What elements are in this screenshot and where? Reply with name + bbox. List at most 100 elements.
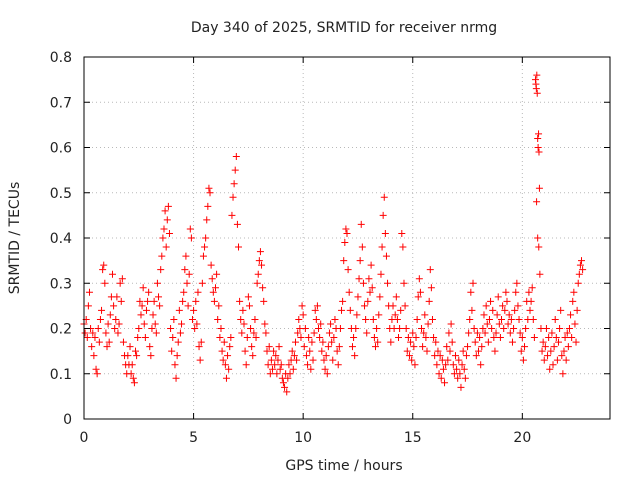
data-point xyxy=(182,252,190,260)
data-point xyxy=(179,297,187,305)
data-point xyxy=(135,325,143,332)
data-point xyxy=(505,311,513,319)
data-point xyxy=(465,329,473,337)
data-point xyxy=(502,288,510,296)
data-point xyxy=(89,329,97,337)
data-point xyxy=(536,270,544,278)
data-point xyxy=(364,297,372,305)
data-point xyxy=(357,220,365,228)
data-point xyxy=(358,243,366,251)
data-point xyxy=(572,338,580,346)
data-point xyxy=(532,85,540,93)
data-point xyxy=(405,352,413,360)
data-point xyxy=(355,275,363,283)
data-point xyxy=(570,288,578,296)
data-point xyxy=(320,356,328,364)
data-point xyxy=(288,347,296,355)
data-point xyxy=(290,352,298,360)
data-point xyxy=(466,315,474,323)
data-point xyxy=(93,370,101,378)
data-point xyxy=(119,338,127,346)
data-point xyxy=(397,306,405,314)
data-point xyxy=(271,361,279,369)
data-point xyxy=(149,311,157,319)
data-point xyxy=(217,325,225,332)
data-point xyxy=(104,320,112,328)
y-tick-label: 0.1 xyxy=(50,367,72,383)
data-point xyxy=(95,338,103,346)
data-point xyxy=(518,334,526,342)
data-point xyxy=(309,356,317,364)
data-point xyxy=(263,347,271,355)
data-point xyxy=(469,279,477,287)
data-point xyxy=(540,356,548,364)
data-point xyxy=(124,352,132,360)
data-point xyxy=(161,207,169,215)
data-point xyxy=(173,352,181,360)
data-point xyxy=(454,374,462,382)
data-point xyxy=(419,343,427,351)
data-point xyxy=(504,320,512,328)
data-point xyxy=(351,352,359,360)
data-point xyxy=(214,315,222,323)
data-point xyxy=(94,325,102,332)
data-point xyxy=(348,343,356,351)
data-point xyxy=(366,288,374,296)
data-point xyxy=(542,325,550,332)
data-point xyxy=(245,302,253,310)
data-point xyxy=(110,302,118,310)
data-point xyxy=(356,257,364,265)
data-point xyxy=(165,229,173,237)
data-point xyxy=(573,306,581,314)
data-point xyxy=(462,352,470,360)
data-point xyxy=(155,293,163,301)
data-point xyxy=(91,334,99,342)
y-tick-label: 0 xyxy=(63,412,72,428)
y-tick-label: 0.7 xyxy=(50,95,72,111)
data-point xyxy=(184,302,192,310)
data-point xyxy=(380,193,388,201)
data-point xyxy=(427,284,435,292)
y-axis-label: SRMTID / TECUs xyxy=(7,182,23,295)
data-point xyxy=(457,383,465,391)
data-point xyxy=(178,320,186,328)
data-point xyxy=(461,374,469,382)
data-point xyxy=(414,293,422,301)
data-point xyxy=(83,334,91,342)
data-point xyxy=(277,361,285,369)
data-point xyxy=(343,229,351,237)
data-point xyxy=(492,329,500,337)
data-point xyxy=(276,365,284,373)
data-point xyxy=(108,270,116,278)
data-point xyxy=(391,311,399,319)
data-point xyxy=(151,320,159,328)
data-point xyxy=(533,198,541,206)
data-point xyxy=(485,315,493,323)
data-point xyxy=(548,329,556,337)
data-point xyxy=(490,334,498,342)
data-point xyxy=(563,329,571,337)
data-point xyxy=(363,329,371,337)
data-point xyxy=(412,334,420,342)
data-point xyxy=(387,338,395,346)
data-point xyxy=(446,347,454,355)
data-point xyxy=(403,347,411,355)
data-point xyxy=(307,365,315,373)
data-point xyxy=(442,361,450,369)
x-axis-label: GPS time / hours xyxy=(285,458,402,474)
data-point xyxy=(535,184,543,192)
data-point xyxy=(488,325,496,332)
data-point xyxy=(241,347,249,355)
data-point xyxy=(361,302,369,310)
data-point xyxy=(545,334,553,342)
data-point xyxy=(453,365,461,373)
data-point xyxy=(210,297,218,305)
data-point xyxy=(324,343,332,351)
data-point xyxy=(236,297,244,305)
data-point xyxy=(253,279,261,287)
data-point xyxy=(305,334,313,342)
data-point xyxy=(270,347,278,355)
data-point xyxy=(235,243,243,251)
data-point xyxy=(219,356,227,364)
data-point xyxy=(204,202,212,210)
